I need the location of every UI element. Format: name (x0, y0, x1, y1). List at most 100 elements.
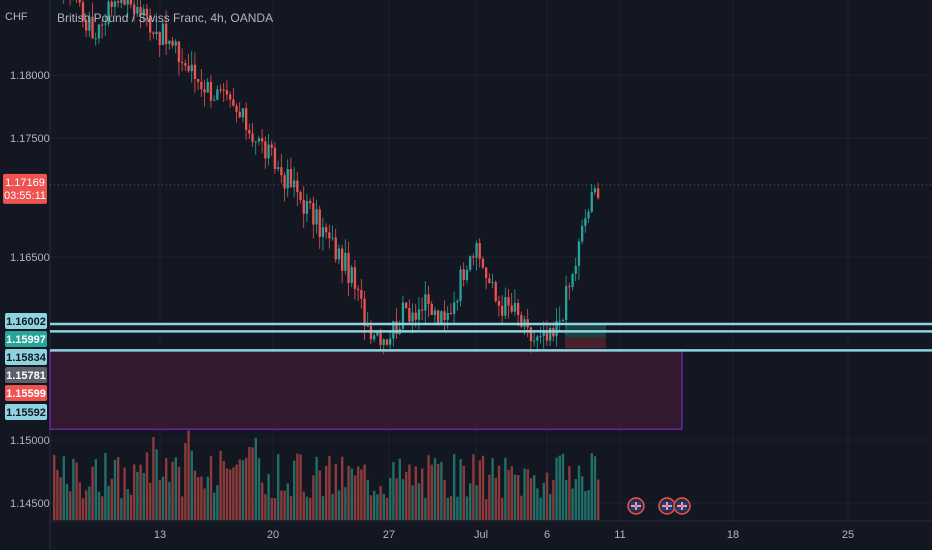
level-price-tag (5, 331, 47, 347)
volume-bar (465, 496, 469, 520)
volume-bar (136, 471, 139, 520)
candle-body (488, 278, 491, 283)
price-tick-label: 1.18000 (10, 70, 50, 82)
volume-bar (395, 478, 398, 520)
volume-bar (561, 453, 565, 520)
uk-flag-icon[interactable] (673, 497, 691, 515)
time-tick-label: 13 (154, 529, 166, 541)
volume-bar (414, 466, 417, 520)
event-markers[interactable] (627, 497, 691, 515)
candle-body (433, 310, 437, 315)
candle-body (363, 298, 366, 326)
candle-body (427, 294, 430, 304)
candle-body (449, 313, 453, 315)
candle-body (491, 282, 494, 284)
candle-body (161, 23, 165, 45)
volume-bar (286, 483, 289, 520)
candle-body (501, 305, 504, 316)
candle-body (174, 41, 177, 46)
candle-body (373, 335, 376, 340)
candle-body (347, 252, 350, 283)
horizontal-level-lines[interactable] (50, 322, 932, 352)
volume-bar (520, 495, 523, 520)
volume-bar (97, 491, 101, 520)
volume-bar (238, 459, 241, 520)
volume-bar (161, 476, 165, 520)
candle-body (321, 227, 325, 237)
volume-bar (229, 469, 232, 520)
volume-bar (177, 466, 181, 520)
position-box[interactable] (565, 324, 606, 349)
bar-countdown: 03:55:11 (4, 190, 46, 202)
candle-body (264, 141, 267, 159)
candle-body (152, 32, 155, 35)
volume-bar (104, 453, 107, 520)
volume-bar (206, 476, 209, 520)
volume-bar (261, 482, 264, 520)
uk-flag-icon[interactable] (627, 497, 645, 515)
candle-body (328, 232, 331, 239)
volume-bar (491, 458, 494, 520)
candle-body (497, 301, 501, 306)
candles (63, 0, 600, 355)
volume-bar (318, 470, 321, 520)
candle-body (235, 105, 238, 112)
volume-bar (197, 477, 200, 520)
volume-bar (59, 477, 62, 520)
volume-bar (235, 464, 238, 520)
volume-bar (251, 447, 254, 520)
supply-demand-zone[interactable] (49, 349, 683, 430)
volume-bar (302, 491, 305, 520)
candle-body (565, 286, 568, 321)
candle-body (110, 1, 113, 7)
candle-body (405, 302, 408, 309)
candle-body (107, 1, 110, 24)
volume-bar (110, 478, 113, 520)
candle-body (187, 65, 190, 72)
volume-bar (203, 488, 206, 520)
volume-bar (107, 485, 110, 520)
time-tick-label: 18 (727, 529, 739, 541)
candle-body (309, 201, 312, 204)
volume-bar (129, 494, 133, 520)
uk-flag-icon[interactable] (658, 497, 676, 515)
volume-bar (241, 460, 245, 520)
volume-bar (280, 490, 283, 520)
candle-body (91, 16, 94, 39)
candle-body (517, 303, 520, 315)
candle-body (312, 203, 315, 225)
candle-body (587, 211, 590, 219)
candle-body (238, 111, 241, 118)
candle-body (318, 209, 321, 237)
volume-bar (315, 456, 318, 520)
volume-bar (225, 468, 229, 520)
candle-body (545, 331, 549, 341)
volume-bar (574, 478, 577, 520)
time-tick-label: 6 (544, 529, 550, 541)
candle-body (411, 312, 414, 322)
candle-body (459, 269, 462, 301)
candle-body (469, 256, 472, 270)
volume-bar (213, 492, 216, 520)
candle-body (462, 269, 465, 280)
volume-bar (507, 469, 510, 520)
volume-bar (152, 437, 155, 520)
candle-body (574, 265, 577, 274)
volume-bar (363, 464, 366, 520)
volume-bar (446, 497, 449, 520)
volume-bar (123, 467, 126, 520)
volume-bar (65, 483, 69, 520)
candle-body (593, 188, 597, 193)
volume-bar (590, 453, 593, 520)
volume-bar (398, 458, 401, 520)
volume-bar (328, 455, 331, 520)
time-axis[interactable]: 13 20 27 Jul 6 11 18 25 (154, 529, 854, 541)
volume-bar (334, 464, 337, 520)
candle-body (597, 188, 600, 198)
price-axis[interactable]: 1.18000 1.17500 1.16500 1.15000 1.14500 (10, 70, 50, 510)
volume-bar (437, 464, 440, 520)
volume-bar (552, 479, 555, 520)
volume-bar (219, 450, 222, 520)
volume-bar (510, 466, 513, 520)
